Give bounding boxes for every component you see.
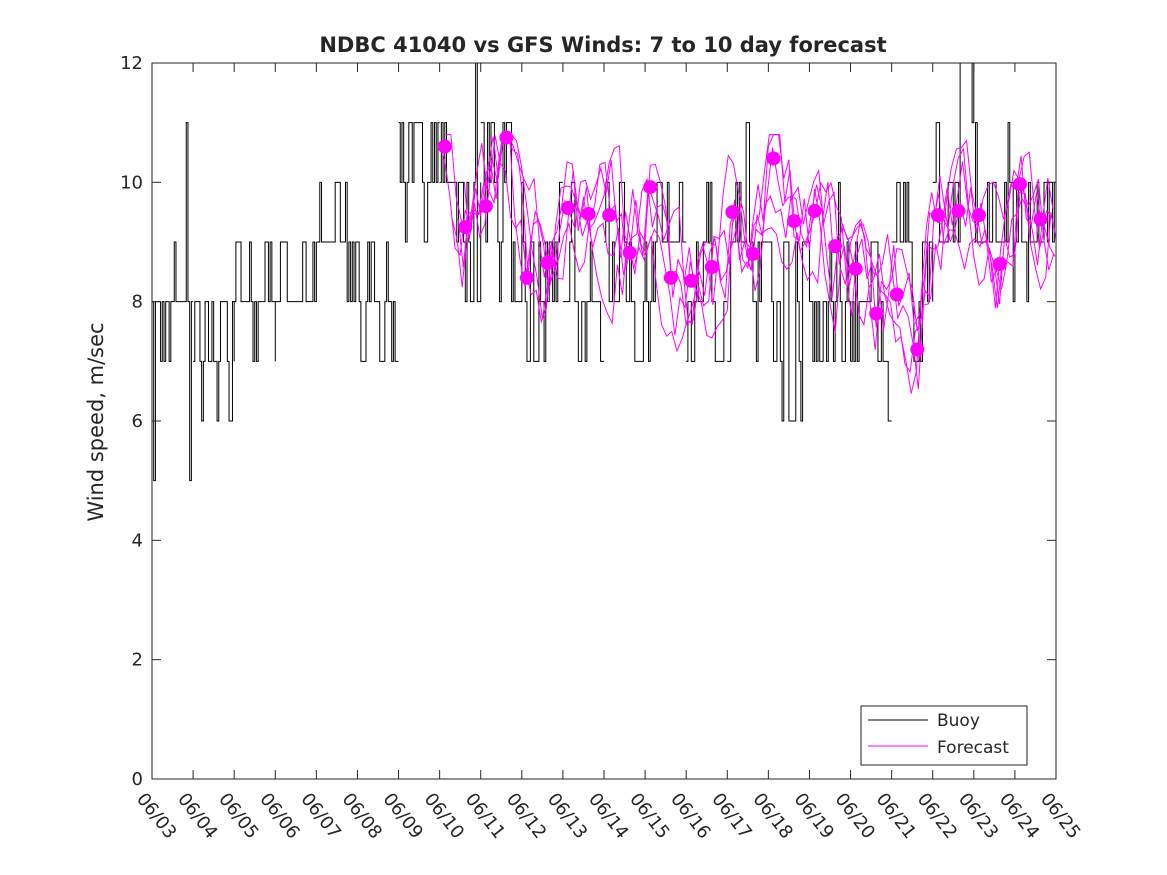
y-tick-label: 8: [132, 292, 143, 313]
forecast-marker: [930, 208, 945, 223]
forecast-marker: [910, 342, 925, 357]
forecast-marker: [992, 257, 1007, 272]
forecast-marker: [684, 273, 699, 288]
forecast-marker: [807, 203, 822, 218]
forecast-series: [439, 133, 1057, 394]
buoy-line: [234, 241, 276, 362]
y-tick-label: 4: [132, 530, 143, 551]
buoy-line: [316, 181, 358, 303]
buoy-line: [1014, 181, 1056, 303]
legend-forecast-label: Forecast: [937, 738, 1009, 758]
forecast-marker: [622, 245, 637, 260]
plot-area: [151, 62, 1057, 780]
forecast-marker: [499, 130, 514, 145]
buoy-line: [193, 301, 235, 422]
legend: Buoy Forecast: [860, 705, 1028, 766]
y-tick-label: 2: [132, 650, 143, 671]
forecast-marker: [745, 246, 760, 261]
forecast-marker: [1013, 177, 1028, 192]
forecast-marker: [478, 199, 493, 214]
forecast-marker: [848, 261, 863, 276]
forecast-marker: [889, 287, 904, 302]
forecast-marker: [725, 205, 740, 220]
forecast-marker: [787, 214, 802, 229]
y-tick-label: 0: [132, 769, 143, 790]
forecast-marker: [561, 200, 576, 215]
forecast-marker: [951, 203, 966, 218]
buoy-line: [645, 181, 687, 362]
forecast-markers: [437, 130, 1048, 357]
buoy-line: [275, 241, 317, 303]
forecast-marker: [540, 255, 555, 270]
buoy-line: [727, 122, 769, 362]
forecast-marker: [869, 306, 884, 321]
y-axis-label: Wind speed, m/sec: [84, 322, 108, 521]
buoy-line: [480, 122, 523, 303]
buoy-line: [973, 122, 1016, 303]
buoy-line: [357, 241, 399, 362]
forecast-marker: [766, 151, 781, 166]
legend-buoy-label: Buoy: [937, 711, 980, 731]
forecast-marker: [643, 180, 658, 195]
chart-title: NDBC 41040 vs GFS Winds: 7 to 10 day for…: [319, 33, 886, 57]
forecast-marker: [519, 270, 534, 285]
forecast-marker: [602, 208, 617, 223]
y-tick-label: 6: [132, 411, 143, 432]
buoy-line: [562, 181, 604, 362]
buoy-line: [439, 62, 482, 303]
y-axis: 0 2 4 6 8 10 12: [120, 53, 1056, 790]
forecast-marker: [828, 239, 843, 254]
forecast-marker: [1033, 212, 1048, 227]
forecast-marker: [663, 270, 678, 285]
buoy-line: [398, 122, 440, 243]
forecast-marker: [458, 220, 473, 235]
legend-box: [860, 705, 1028, 766]
y-tick-label: 12: [120, 53, 143, 74]
y-tick-label: 10: [120, 172, 143, 193]
axes-background: [152, 63, 1056, 779]
forecast-marker: [437, 139, 452, 154]
forecast-marker: [971, 208, 986, 223]
buoy-line: [768, 241, 810, 422]
forecast-line: [463, 135, 1056, 394]
forecast-marker: [704, 260, 719, 275]
forecast-marker: [581, 206, 596, 221]
